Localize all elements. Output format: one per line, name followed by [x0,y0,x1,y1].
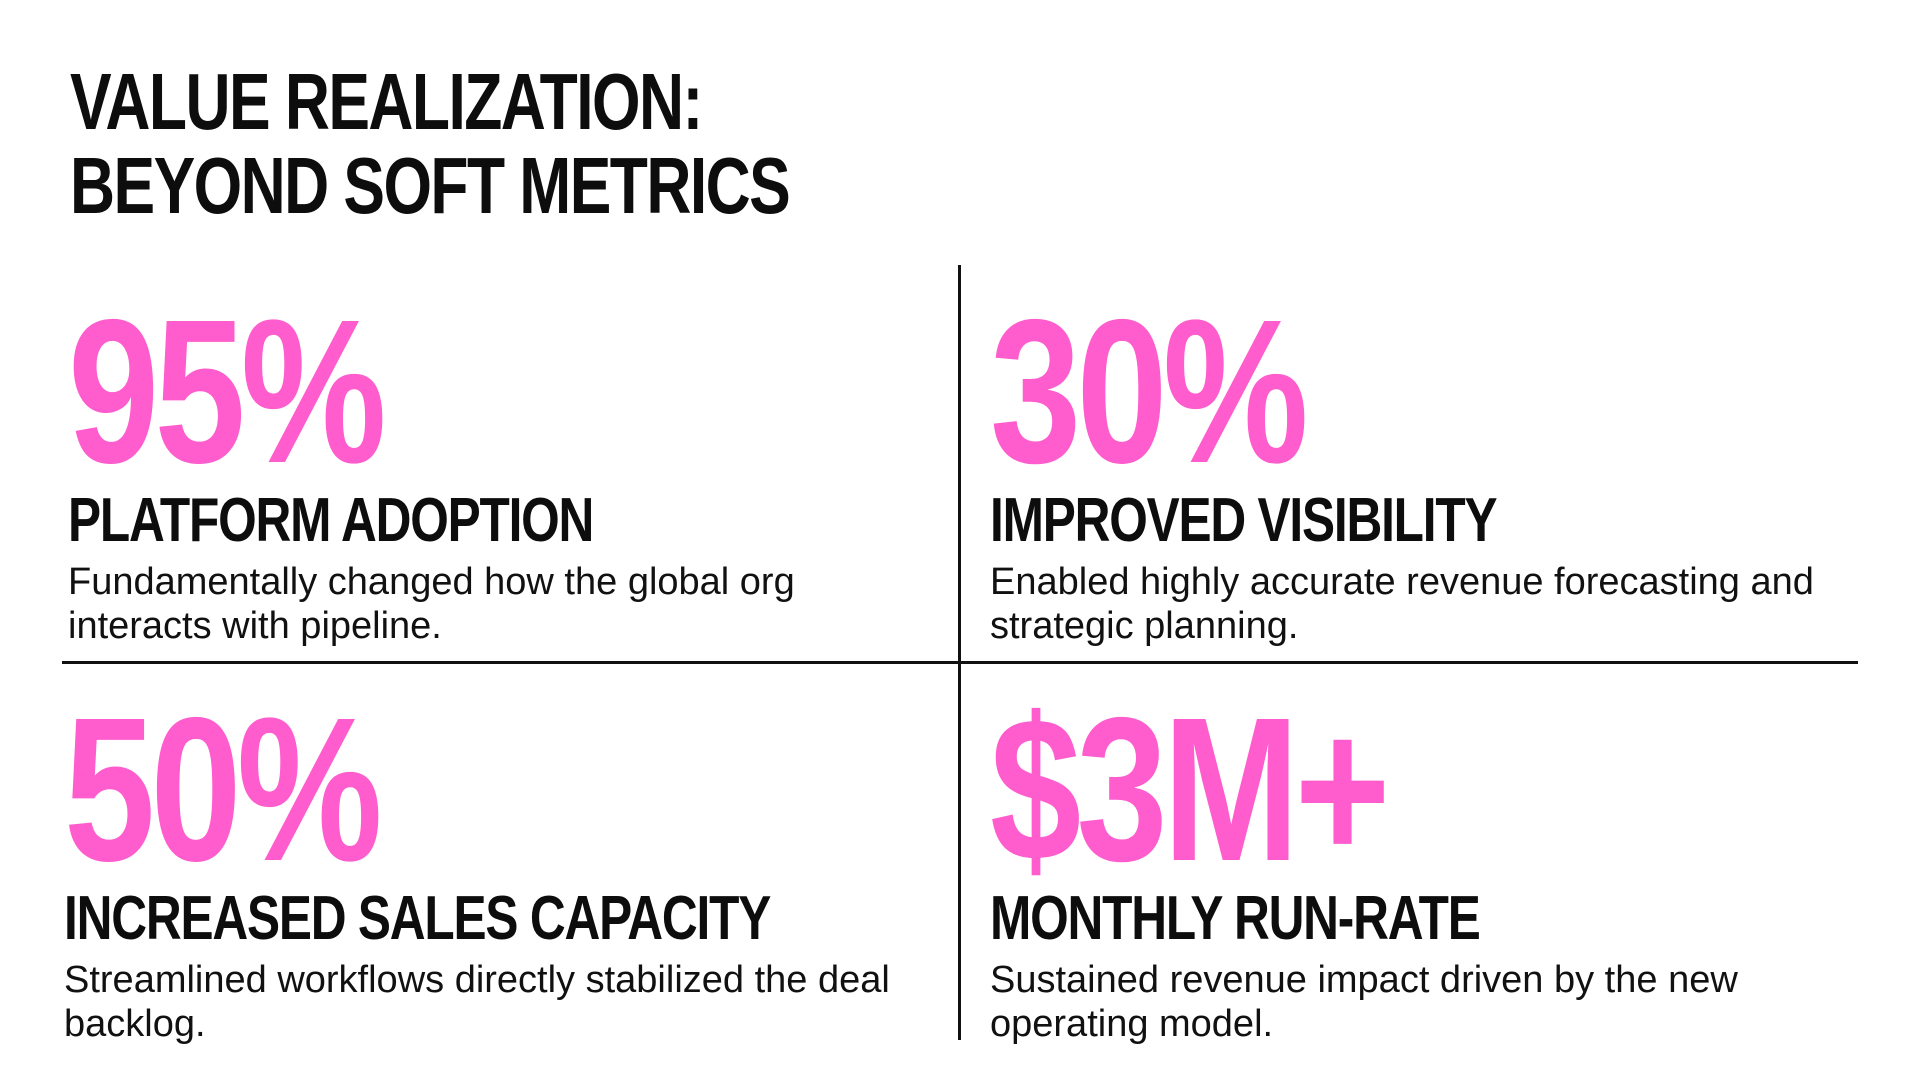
slide-title-line-2: BEYOND SOFT METRICS [70,141,791,230]
metric-value: 50% [64,675,383,904]
slide-title-line-1: VALUE REALIZATION: [70,57,703,146]
metric-platform-adoption: 95% PLATFORM ADOPTION Fundamentally chan… [68,277,928,648]
metric-improved-visibility: 30% IMPROVED VISIBILITY Enabled highly a… [990,277,1850,648]
metric-value: 95% [68,277,387,506]
metric-description: Sustained revenue impact driven by the n… [990,959,1738,1045]
slide-title: VALUE REALIZATION: BEYOND SOFT METRICS [70,57,791,230]
metric-description: Enabled highly accurate revenue forecast… [990,561,1814,647]
metric-heading: IMPROVED VISIBILITY [990,486,1498,555]
metric-heading: PLATFORM ADOPTION [68,486,594,555]
vertical-divider [958,265,961,1040]
metric-monthly-run-rate: $3M+ MONTHLY RUN-RATE Sustained revenue … [990,675,1850,1046]
metric-description: Fundamentally changed how the global org… [68,561,795,647]
metric-description: Streamlined workflows directly stabilize… [64,959,890,1045]
metric-heading: INCREASED SALES CAPACITY [64,884,771,953]
horizontal-divider [62,661,1858,664]
metric-heading: MONTHLY RUN-RATE [990,884,1481,953]
metric-value: $3M+ [990,675,1390,904]
metric-value: 30% [990,277,1309,506]
metric-increased-sales-capacity: 50% INCREASED SALES CAPACITY Streamlined… [64,675,924,1046]
